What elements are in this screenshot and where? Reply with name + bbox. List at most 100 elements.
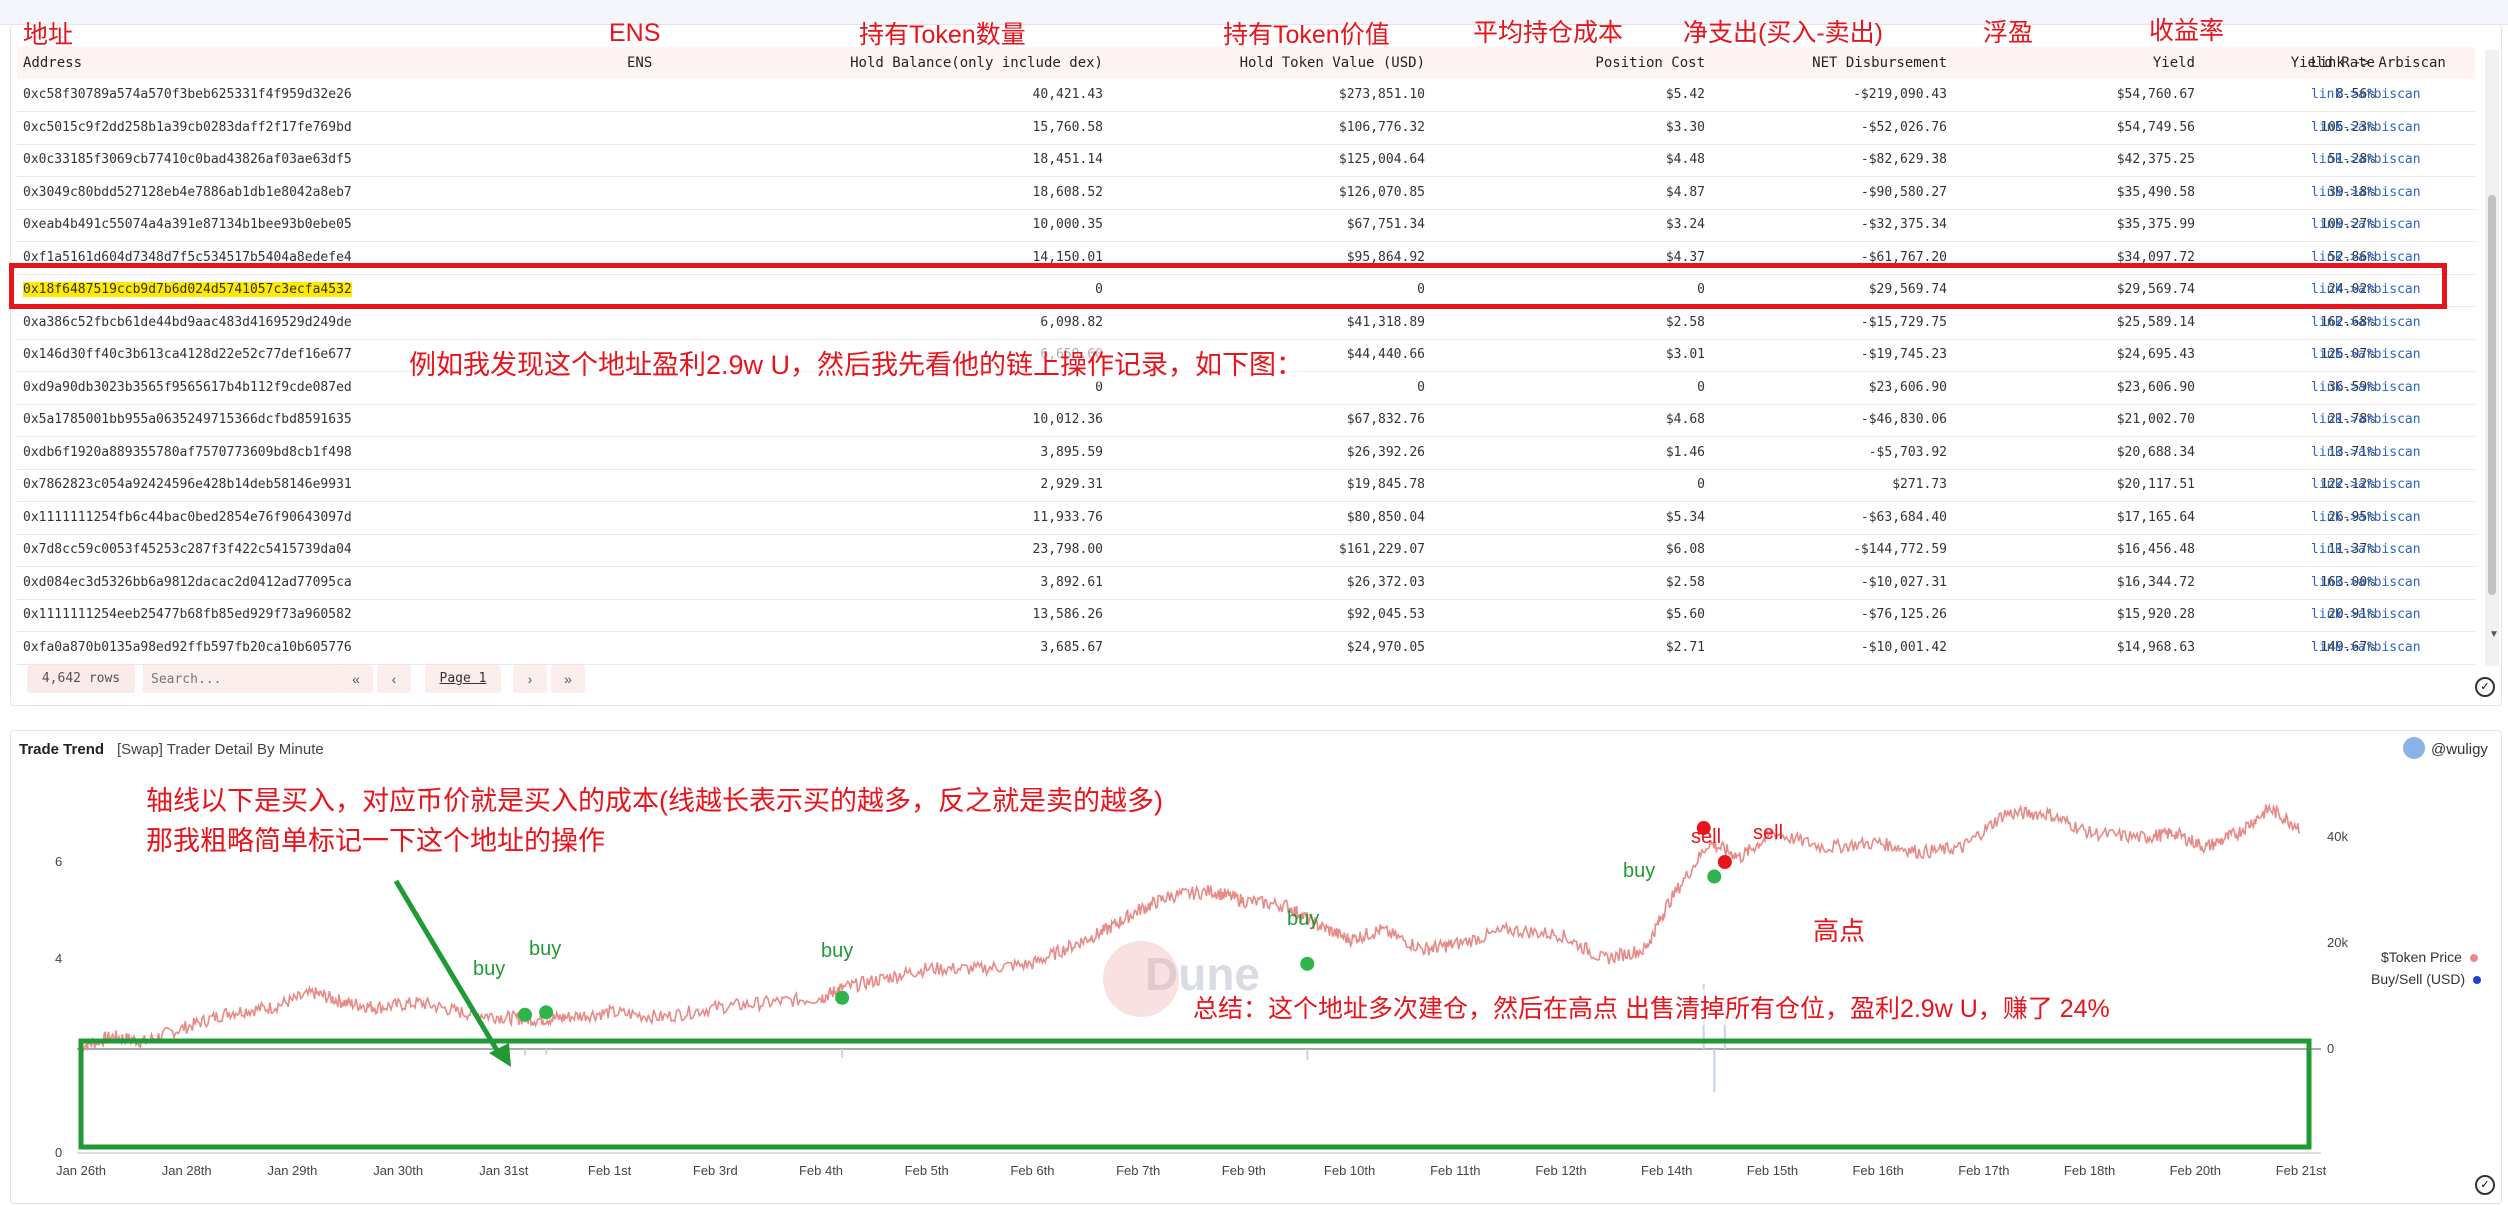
last-page-icon[interactable]: » bbox=[551, 665, 585, 693]
row-arbiscan-link[interactable]: link->arbiscan bbox=[2311, 87, 2421, 102]
row-arbiscan-link[interactable]: link->arbiscan bbox=[2311, 347, 2421, 362]
row-yield-rate: 52.86% bbox=[2328, 249, 2375, 265]
row-hold-balance: 14,150.01 bbox=[1032, 249, 1103, 265]
row-hold-value: $125,004.64 bbox=[1338, 152, 1425, 167]
row-net-disbursement: -$10,001.42 bbox=[1860, 639, 1947, 655]
chart-check-circle-icon[interactable]: ✓ bbox=[2475, 1175, 2495, 1195]
row-address: 0x18f6487519ccb9d7b6d024d5741057c3ecfa45… bbox=[23, 282, 352, 297]
row-arbiscan-link[interactable]: link->arbiscan bbox=[2311, 412, 2421, 427]
col-address[interactable]: Address bbox=[23, 55, 83, 71]
row-arbiscan-link[interactable]: link->arbiscan bbox=[2311, 477, 2421, 492]
row-hold-balance: 10,000.35 bbox=[1032, 217, 1103, 232]
row-arbiscan-link[interactable]: link->arbiscan bbox=[2311, 639, 2421, 655]
search-input[interactable] bbox=[143, 665, 339, 693]
x-tick-label: Jan 30th bbox=[373, 1163, 423, 1178]
legend-buysell[interactable]: Buy/Sell (USD) bbox=[2371, 971, 2482, 987]
dune-watermark: Dune bbox=[1145, 948, 1260, 1000]
next-page-icon[interactable]: › bbox=[513, 665, 547, 693]
legend-buysell-label: Buy/Sell (USD) bbox=[2371, 971, 2466, 987]
row-yield-rate: 36.59% bbox=[2328, 379, 2375, 395]
col-ens[interactable]: ENS bbox=[627, 55, 653, 71]
row-position-cost: 0 bbox=[1697, 379, 1705, 395]
trade-annotation-label: buy bbox=[473, 958, 505, 980]
row-yield-rate: 20.91% bbox=[2328, 607, 2375, 622]
row-hold-value: $126,070.85 bbox=[1338, 184, 1425, 200]
row-hold-value: $19,845.78 bbox=[1346, 477, 1425, 492]
row-address: 0xeab4b491c55074a4a391e87134b1bee93b0ebe… bbox=[23, 217, 352, 232]
col-position-cost[interactable]: Position Cost bbox=[1595, 55, 1705, 71]
row-yield-rate: 11.37% bbox=[2328, 542, 2375, 557]
row-position-cost: $4.48 bbox=[1665, 152, 1705, 167]
table-row: 0x5a1785001bb955a0635249715366dcfbd85916… bbox=[17, 404, 2475, 437]
row-hold-balance: 15,760.58 bbox=[1032, 119, 1103, 135]
legend-price[interactable]: $Token Price bbox=[2381, 949, 2478, 965]
row-address: 0xc5015c9f2dd258b1a39cb0283daff2f17fe769… bbox=[23, 119, 352, 135]
row-arbiscan-link[interactable]: link->arbiscan bbox=[2311, 152, 2421, 167]
row-yield-rate: 125.07% bbox=[2320, 347, 2375, 362]
row-yield: $42,375.25 bbox=[2116, 152, 2195, 167]
row-arbiscan-link[interactable]: link->arbiscan bbox=[2311, 249, 2421, 265]
user-handle[interactable]: @wuligy bbox=[2431, 741, 2488, 758]
table-scroll-thumb[interactable] bbox=[2488, 195, 2496, 595]
trade-marker-sell bbox=[1717, 855, 1732, 869]
x-tick-label: Jan 29th bbox=[267, 1163, 317, 1178]
table-row: 0x7862823c054a92424596e428b14deb58146e99… bbox=[17, 469, 2475, 502]
col-net-disbursement[interactable]: NET Disbursement bbox=[1812, 55, 1947, 71]
row-hold-value: $106,776.32 bbox=[1338, 119, 1425, 135]
row-position-cost: $3.24 bbox=[1665, 217, 1705, 232]
row-net-disbursement: -$10,027.31 bbox=[1860, 574, 1947, 590]
row-address: 0x3049c80bdd527128eb4e7886ab1db1e8042a8e… bbox=[23, 184, 352, 200]
col-yield[interactable]: Yield bbox=[2152, 55, 2195, 71]
row-arbiscan-link[interactable]: link->arbiscan bbox=[2311, 217, 2421, 232]
check-circle-icon[interactable]: ✓ bbox=[2475, 677, 2495, 697]
x-tick-label: Feb 7th bbox=[1116, 1163, 1160, 1178]
col-link[interactable]: Link -> Arbiscan bbox=[2311, 55, 2446, 71]
trade-marker-buy bbox=[835, 990, 850, 1005]
col-hold-balance[interactable]: Hold Balance(only include dex) bbox=[850, 55, 1103, 71]
row-arbiscan-link[interactable]: link->arbiscan bbox=[2311, 509, 2421, 525]
row-address: 0xc58f30789a574a570f3beb625331f4f959d32e… bbox=[23, 87, 352, 102]
pointer-arrow-line bbox=[393, 879, 504, 1059]
first-page-icon[interactable]: « bbox=[339, 665, 373, 693]
buysell-bar bbox=[841, 1049, 844, 1058]
row-position-cost: $5.34 bbox=[1665, 509, 1705, 525]
row-arbiscan-link[interactable]: link->arbiscan bbox=[2311, 574, 2421, 590]
row-hold-value: $95,864.92 bbox=[1346, 249, 1425, 265]
axis-note-line2: 那我粗略简单标记一下这个地址的操作 bbox=[146, 826, 605, 856]
row-hold-balance: 23,798.00 bbox=[1032, 542, 1103, 557]
row-position-cost: $1.46 bbox=[1665, 444, 1705, 460]
row-arbiscan-link[interactable]: link->arbiscan bbox=[2311, 184, 2421, 200]
row-address: 0x5a1785001bb955a0635249715366dcfbd85916… bbox=[23, 412, 352, 427]
row-position-cost: 0 bbox=[1697, 477, 1705, 492]
buy-region-box bbox=[78, 1038, 2312, 1150]
row-net-disbursement: -$19,745.23 bbox=[1860, 347, 1947, 362]
chart-subtitle: [Swap] Trader Detail By Minute bbox=[117, 741, 324, 758]
row-arbiscan-link[interactable]: link->arbiscan bbox=[2311, 444, 2421, 460]
prev-page-icon[interactable]: ‹ bbox=[377, 665, 411, 693]
col-hold-value[interactable]: Hold Token Value (USD) bbox=[1239, 55, 1425, 71]
row-yield: $25,589.14 bbox=[2116, 314, 2195, 330]
legend-price-label: $Token Price bbox=[2381, 949, 2462, 965]
row-hold-balance: 3,892.61 bbox=[1040, 574, 1103, 590]
row-net-disbursement: -$219,090.43 bbox=[1853, 87, 1947, 102]
row-yield: $23,606.90 bbox=[2116, 379, 2195, 395]
row-hold-value: $161,229.07 bbox=[1338, 542, 1425, 557]
page-indicator[interactable]: Page 1 bbox=[425, 665, 501, 693]
row-arbiscan-link[interactable]: link->arbiscan bbox=[2311, 314, 2421, 330]
row-hold-balance: 0 bbox=[1095, 379, 1103, 395]
row-arbiscan-link[interactable]: link->arbiscan bbox=[2311, 379, 2421, 395]
col-yield-rate[interactable]: Yield Rate bbox=[2290, 55, 2375, 71]
row-arbiscan-link[interactable]: link->arbiscan bbox=[2311, 119, 2421, 135]
row-position-cost: $4.37 bbox=[1665, 249, 1705, 265]
row-arbiscan-link[interactable]: link->arbiscan bbox=[2311, 282, 2421, 297]
x-tick-label: Feb 9th bbox=[1222, 1163, 1266, 1178]
row-yield-rate: 26.95% bbox=[2328, 509, 2375, 525]
row-arbiscan-link[interactable]: link->arbiscan bbox=[2311, 607, 2421, 622]
table-row: 0x7d8cc59c0053f45253c287f3f422c5415739da… bbox=[17, 534, 2475, 567]
row-position-cost: $6.08 bbox=[1665, 542, 1705, 557]
table-row: 0xeab4b491c55074a4a391e87134b1bee93b0ebe… bbox=[17, 209, 2475, 242]
x-tick-label: Jan 26th bbox=[56, 1163, 106, 1178]
row-arbiscan-link[interactable]: link->arbiscan bbox=[2311, 542, 2421, 557]
avatar[interactable] bbox=[2403, 737, 2425, 759]
scroll-down-arrow-icon[interactable]: ▼ bbox=[2489, 629, 2499, 640]
